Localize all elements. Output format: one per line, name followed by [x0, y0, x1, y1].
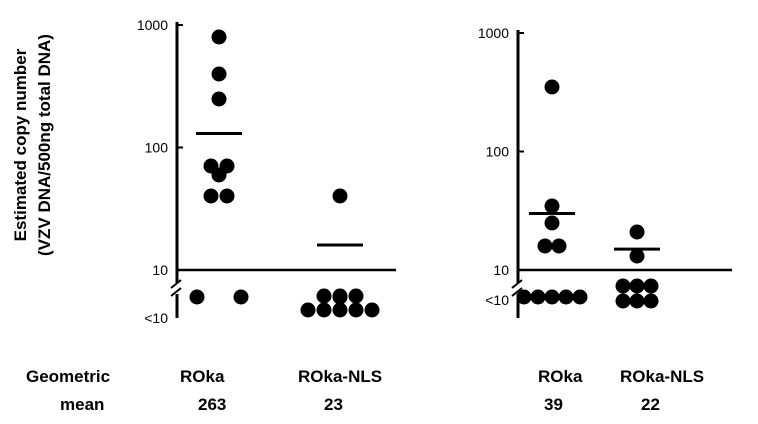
right-group-2-label: ROka-NLS: [620, 367, 705, 386]
data-point: [211, 91, 227, 107]
data-point-below-detection: [233, 289, 249, 305]
footer-row-label-2: mean: [60, 395, 105, 414]
data-point: [629, 224, 645, 240]
data-point-below-detection: [643, 278, 659, 294]
right-panel: 1000 100 10 <10: [478, 25, 732, 318]
y-tick-label: <10: [485, 292, 509, 308]
left-group-1-mean: 263: [198, 395, 227, 414]
data-point-below-detection: [629, 278, 645, 294]
data-point-below-detection: [615, 293, 631, 309]
axis-break-mark-2: [170, 287, 182, 297]
data-point: [629, 248, 645, 264]
left-group-2-label: ROka-NLS: [298, 367, 383, 386]
data-point: [332, 188, 348, 204]
data-point-below-detection: [348, 302, 364, 318]
data-point-below-detection: [629, 293, 645, 309]
footer-row-label-1: Geometric: [26, 367, 111, 386]
axis-break-mark-1: [170, 279, 182, 289]
right-group-1-label: ROka: [538, 367, 583, 386]
data-point: [544, 79, 560, 95]
data-point: [219, 188, 235, 204]
y-tick-label: 10: [493, 262, 509, 278]
data-point: [211, 29, 227, 45]
left-group-2-mean: 23: [324, 395, 343, 414]
axis-break-mark-2: [511, 287, 523, 297]
data-point: [211, 66, 227, 82]
data-point-below-detection: [615, 278, 631, 294]
right-group-2-mean: 22: [641, 395, 660, 414]
y-tick-label: <10: [144, 310, 168, 326]
data-point: [537, 238, 553, 254]
data-point-below-detection: [316, 288, 332, 304]
data-point-below-detection: [332, 288, 348, 304]
data-point-below-detection: [530, 289, 546, 305]
left-panel: 1000 100 10 <10: [137, 17, 396, 326]
data-point: [211, 167, 227, 183]
data-point: [544, 198, 560, 214]
data-point-below-detection: [643, 293, 659, 309]
data-point-below-detection: [189, 289, 205, 305]
data-point-below-detection: [348, 288, 364, 304]
y-tick-label: 100: [145, 140, 169, 156]
y-tick-label: 10: [152, 262, 168, 278]
y-axis-title-line-1: Estimated copy number: [11, 48, 30, 241]
y-axis-title-line-2: (VZV DNA/500ng total DNA): [35, 34, 54, 256]
data-point-below-detection: [316, 302, 332, 318]
y-axis-title: Estimated copy number (VZV DNA/500ng tot…: [11, 34, 54, 256]
data-point-below-detection: [544, 289, 560, 305]
y-tick-label: 1000: [137, 17, 168, 33]
data-point-below-detection: [364, 302, 380, 318]
data-point-below-detection: [332, 302, 348, 318]
axis-break-mark-1: [511, 279, 523, 289]
data-point: [203, 188, 219, 204]
data-point-below-detection: [558, 289, 574, 305]
data-point-below-detection: [516, 289, 532, 305]
data-point: [544, 215, 560, 231]
right-group-1-mean: 39: [544, 395, 563, 414]
y-tick-label: 1000: [478, 25, 509, 41]
data-point: [551, 238, 567, 254]
left-group-1-label: ROka: [180, 367, 225, 386]
y-tick-label: 100: [486, 144, 510, 160]
data-point-below-detection: [300, 302, 316, 318]
data-point-below-detection: [572, 289, 588, 305]
